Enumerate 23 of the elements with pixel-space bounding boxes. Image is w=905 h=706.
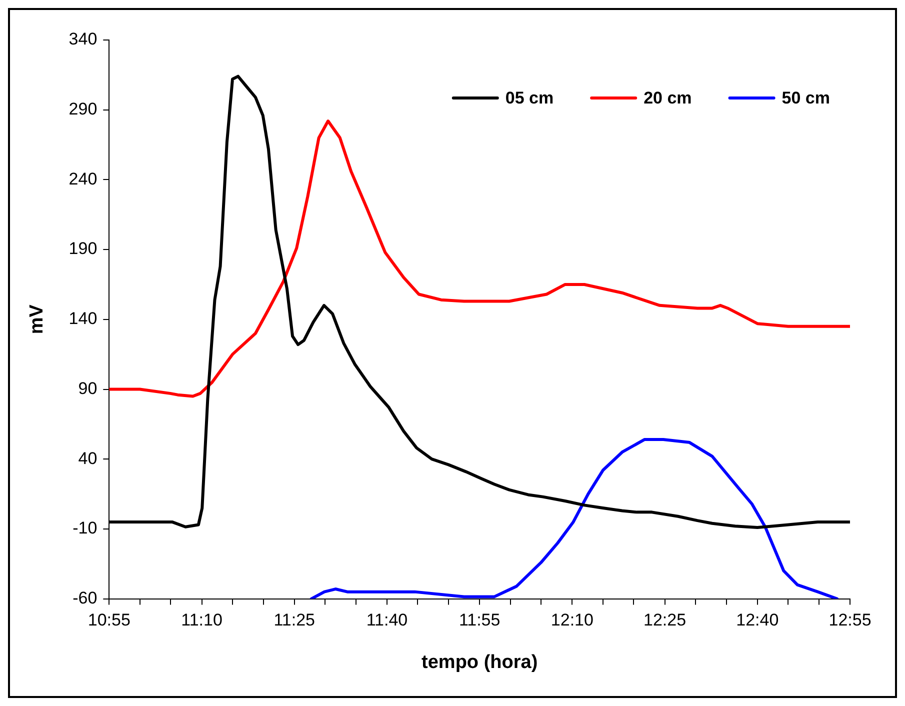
- y-tick-label: -60: [72, 588, 98, 608]
- x-tick-label: 12:25: [644, 610, 686, 630]
- y-tick-label: 340: [68, 30, 98, 49]
- y-tick-label: 90: [78, 378, 98, 398]
- y-axis-title: mV: [26, 304, 48, 334]
- y-tick-label: 290: [68, 100, 98, 119]
- legend-label: 20 cm: [644, 88, 692, 108]
- x-tick-label: 11:55: [458, 610, 500, 630]
- x-tick-label: 12:40: [736, 610, 779, 630]
- x-tick-label: 12:55: [828, 610, 872, 630]
- legend-label: 50 cm: [782, 88, 830, 108]
- x-tick-label: 11:25: [274, 610, 316, 630]
- x-tick-label: 10:55: [88, 610, 130, 630]
- x-tick-label: 11:10: [181, 610, 222, 630]
- y-tick-label: -10: [72, 518, 98, 538]
- x-axis-title: tempo (hora): [422, 652, 538, 673]
- legend-label: 05 cm: [505, 88, 554, 108]
- y-tick-label: 140: [68, 309, 98, 328]
- x-tick-label: 12:10: [550, 610, 594, 630]
- y-tick-label: 240: [68, 169, 98, 188]
- y-tick-label: 40: [78, 448, 98, 468]
- x-tick-label: 11:40: [366, 610, 408, 630]
- y-tick-label: 190: [68, 239, 98, 258]
